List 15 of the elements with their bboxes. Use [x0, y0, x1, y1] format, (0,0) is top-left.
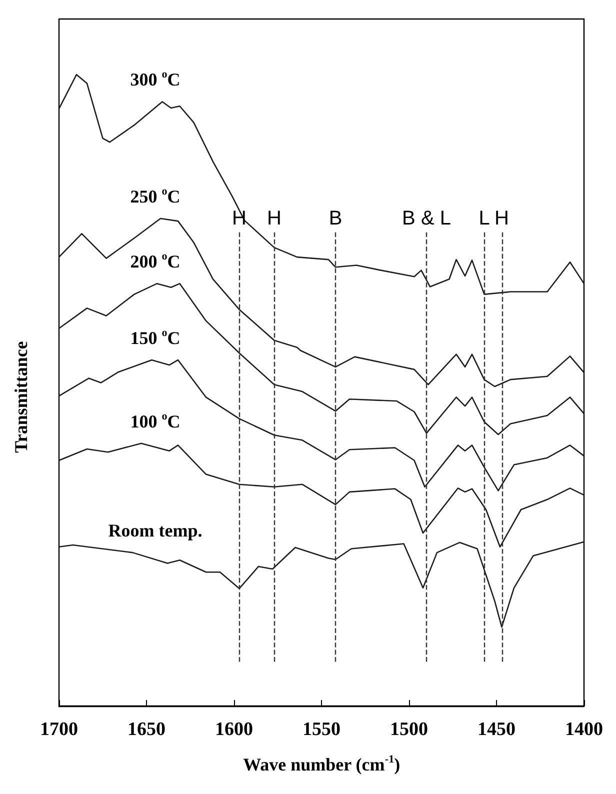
ref-line-label: H — [267, 207, 282, 230]
y-axis-title: Transmittance — [11, 341, 31, 453]
ref-line-label: L — [478, 207, 490, 230]
ref-line-label: B & L — [402, 207, 451, 230]
ref-line-label: H — [494, 207, 509, 230]
ref-line-label: H — [232, 207, 246, 230]
x-tick-label: 1450 — [478, 719, 516, 740]
x-tick-label: 1650 — [128, 719, 166, 740]
x-tick-label: 1600 — [215, 719, 253, 740]
ref-line-label: B — [328, 207, 342, 230]
x-tick-label: 1400 — [565, 719, 603, 740]
x-tick-label: 1500 — [390, 719, 428, 740]
x-tick-label: 1700 — [40, 719, 78, 740]
series-label: Room temp. — [108, 520, 202, 541]
x-tick-label: 1550 — [302, 719, 340, 740]
